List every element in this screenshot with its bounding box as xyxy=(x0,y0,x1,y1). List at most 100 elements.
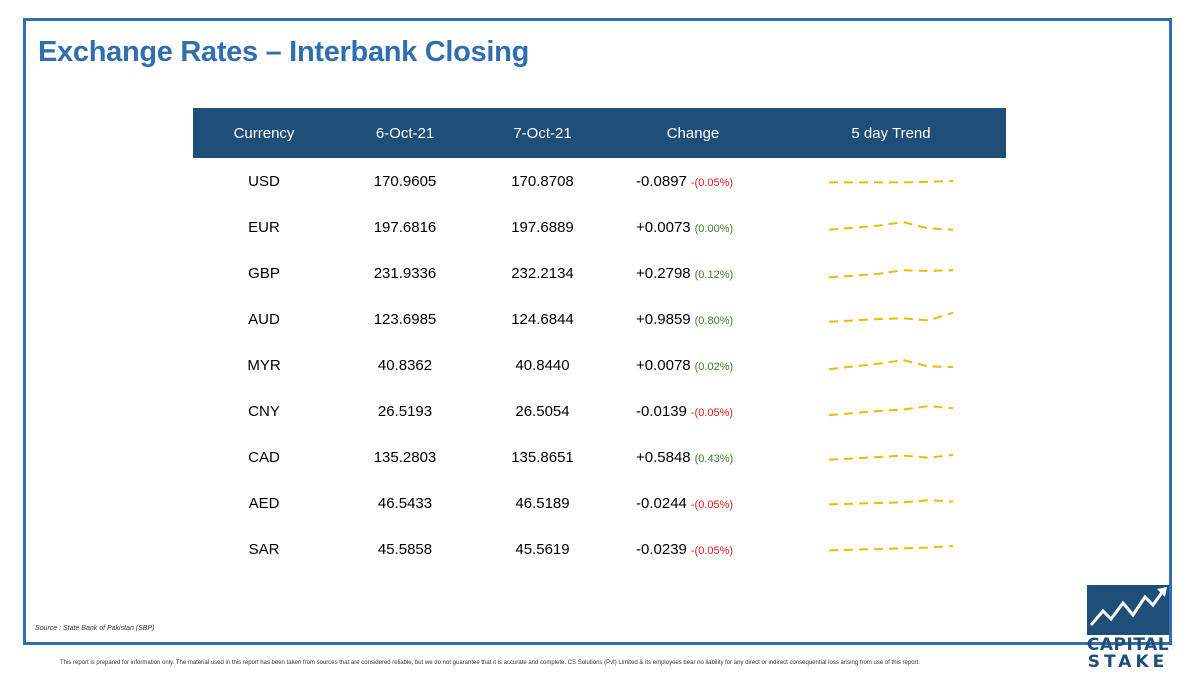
change-cell: +0.0078 (0.02%) xyxy=(610,342,776,388)
sparkline-5-day-trend xyxy=(828,405,954,417)
header-trend: 5 day Trend xyxy=(851,124,931,142)
table-row: AUD 123.6985 124.6844 +0.9859 (0.80%) xyxy=(193,296,1006,342)
sparkline-5-day-trend xyxy=(828,269,954,279)
rate-7-oct: 45.5619 xyxy=(515,540,570,558)
change-percent: -(0.05%) xyxy=(690,498,734,511)
capital-stake-logo: CAPITAL STAKE xyxy=(1085,585,1171,673)
table-row: CAD 135.2803 135.8651 +0.5848 (0.43%) xyxy=(193,434,1006,480)
change-cell: +0.2798 (0.12%) xyxy=(610,250,776,296)
sparkline-path xyxy=(828,269,954,279)
table-body: USD 170.9605 170.8708 -0.0897 -(0.05%) EUR 197… xyxy=(193,158,1006,572)
currency-code: CNY xyxy=(248,402,280,420)
table-row: MYR 40.8362 40.8440 +0.0078 (0.02%) xyxy=(193,342,1006,388)
table-row: CNY 26.5193 26.5054 -0.0139 -(0.05%) xyxy=(193,388,1006,434)
rate-7-oct: 197.6889 xyxy=(511,218,574,236)
change-cell: +0.5848 (0.43%) xyxy=(610,434,776,480)
rate-7-oct: 135.8651 xyxy=(511,448,574,466)
change-cell: -0.0139 -(0.05%) xyxy=(610,388,776,434)
sparkline-5-day-trend xyxy=(828,499,954,506)
change-value: -0.0139 xyxy=(636,402,687,420)
sparkline-5-day-trend xyxy=(828,545,954,552)
sparkline-path xyxy=(828,499,954,506)
change-value: -0.0244 xyxy=(636,494,687,512)
rate-6-oct: 197.6816 xyxy=(373,218,437,236)
sparkline-path xyxy=(828,545,954,552)
change-cell: -0.0239 -(0.05%) xyxy=(610,526,776,572)
currency-code: AED xyxy=(248,494,280,512)
table-row: USD 170.9605 170.8708 -0.0897 -(0.05%) xyxy=(193,158,1006,204)
exchange-rates-table: Currency 6-Oct-21 7-Oct-21 Change 5 day … xyxy=(193,108,1006,572)
change-value: +0.0073 xyxy=(636,218,691,236)
rate-6-oct: 26.5193 xyxy=(377,402,433,420)
sparkline-path xyxy=(828,221,954,231)
rate-7-oct: 124.6844 xyxy=(511,310,574,328)
change-percent: -(0.05%) xyxy=(690,544,734,557)
currency-code: MYR xyxy=(247,356,281,374)
change-percent: (0.00%) xyxy=(694,222,734,235)
trend-cell xyxy=(776,434,1006,480)
change-cell: +0.0073 (0.00%) xyxy=(610,204,776,250)
change-value: -0.0239 xyxy=(636,540,687,558)
sparkline-5-day-trend xyxy=(828,453,954,461)
header-change: Change xyxy=(666,124,720,142)
sparkline-5-day-trend xyxy=(828,311,954,323)
change-percent: (0.43%) xyxy=(694,452,734,465)
currency-code: USD xyxy=(248,172,280,190)
currency-code: GBP xyxy=(248,264,280,282)
change-percent: (0.12%) xyxy=(694,268,734,281)
disclaimer: This report is prepared for information … xyxy=(60,660,920,666)
rate-7-oct: 170.8708 xyxy=(511,172,574,190)
sparkline-5-day-trend xyxy=(829,180,954,184)
change-cell: -0.0244 -(0.05%) xyxy=(610,480,776,526)
change-value: +0.2798 xyxy=(636,264,691,282)
rate-6-oct: 123.6985 xyxy=(373,310,437,328)
change-value: +0.0078 xyxy=(636,356,691,374)
rate-6-oct: 231.9336 xyxy=(373,264,437,282)
table-row: SAR 45.5858 45.5619 -0.0239 -(0.05%) xyxy=(193,526,1006,572)
sparkline-path xyxy=(828,311,954,323)
change-value: +0.5848 xyxy=(636,448,691,466)
header-currency: Currency xyxy=(233,124,295,142)
change-percent: -(0.05%) xyxy=(690,176,734,189)
sparkline-path xyxy=(828,405,954,417)
trend-cell xyxy=(776,250,1006,296)
trend-cell xyxy=(776,158,1006,204)
table-header-row: Currency 6-Oct-21 7-Oct-21 Change 5 day … xyxy=(193,108,1006,158)
sparkline-path xyxy=(829,180,954,184)
currency-code: AUD xyxy=(248,310,280,328)
header-date-1: 6-Oct-21 xyxy=(375,124,435,142)
logo-text-capital: CAPITAL xyxy=(1086,635,1170,655)
sparkline-path xyxy=(828,359,954,371)
change-percent: -(0.05%) xyxy=(690,406,734,419)
change-percent: (0.80%) xyxy=(694,314,734,327)
sparkline-5-day-trend xyxy=(828,359,954,371)
rate-7-oct: 46.5189 xyxy=(515,494,570,512)
header-date-2: 7-Oct-21 xyxy=(513,124,572,142)
trend-cell xyxy=(776,526,1006,572)
rate-6-oct: 135.2803 xyxy=(373,448,437,466)
logo-chart-mark-icon xyxy=(1087,585,1169,635)
page-title: Exchange Rates – Interbank Closing xyxy=(38,36,529,68)
rate-6-oct: 170.9605 xyxy=(373,172,437,190)
sparkline-path xyxy=(828,453,954,461)
currency-code: CAD xyxy=(248,448,280,466)
change-cell: +0.9859 (0.80%) xyxy=(610,296,776,342)
change-cell: -0.0897 -(0.05%) xyxy=(610,158,776,204)
change-percent: (0.02%) xyxy=(694,360,734,373)
currency-code: EUR xyxy=(248,218,280,236)
change-value: -0.0897 xyxy=(636,172,687,190)
rate-6-oct: 45.5858 xyxy=(377,540,433,558)
trend-cell xyxy=(776,204,1006,250)
table-row: EUR 197.6816 197.6889 +0.0073 (0.00%) xyxy=(193,204,1006,250)
rate-7-oct: 40.8440 xyxy=(515,356,570,374)
source-note: Source : State Bank of Pakistan (SBP) xyxy=(35,625,155,632)
trend-cell xyxy=(776,388,1006,434)
trend-cell xyxy=(776,296,1006,342)
rate-6-oct: 40.8362 xyxy=(377,356,433,374)
table-row: GBP 231.9336 232.2134 +0.2798 (0.12%) xyxy=(193,250,1006,296)
slide-frame xyxy=(23,18,1172,645)
change-value: +0.9859 xyxy=(636,310,691,328)
rate-6-oct: 46.5433 xyxy=(377,494,433,512)
table-row: AED 46.5433 46.5189 -0.0244 -(0.05%) xyxy=(193,480,1006,526)
trend-cell xyxy=(776,342,1006,388)
